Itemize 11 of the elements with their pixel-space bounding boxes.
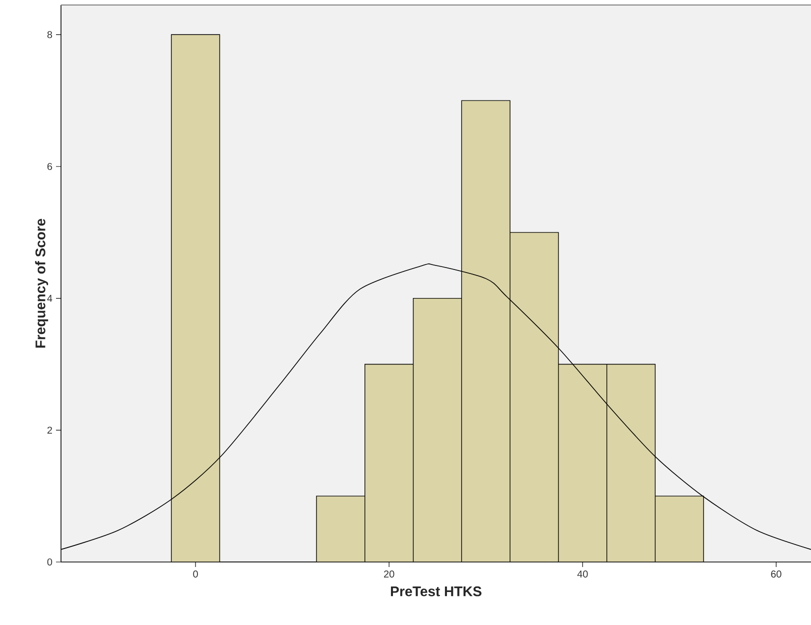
x-axis-title: PreTest HTKS [390,586,482,596]
y-tick-label: 6 [47,162,52,170]
y-axis-title: Frequency of Score [35,218,48,348]
x-tick-label: 0 [193,570,198,578]
x-tick-label: 20 [384,570,394,578]
y-tick-label: 0 [47,558,52,566]
y-tick-label: 4 [47,294,52,302]
x-tick-label: 40 [577,570,588,578]
x-tick-label: 60 [771,570,782,578]
y-tick-label: 8 [47,31,52,38]
y-tick-label: 2 [47,426,52,434]
